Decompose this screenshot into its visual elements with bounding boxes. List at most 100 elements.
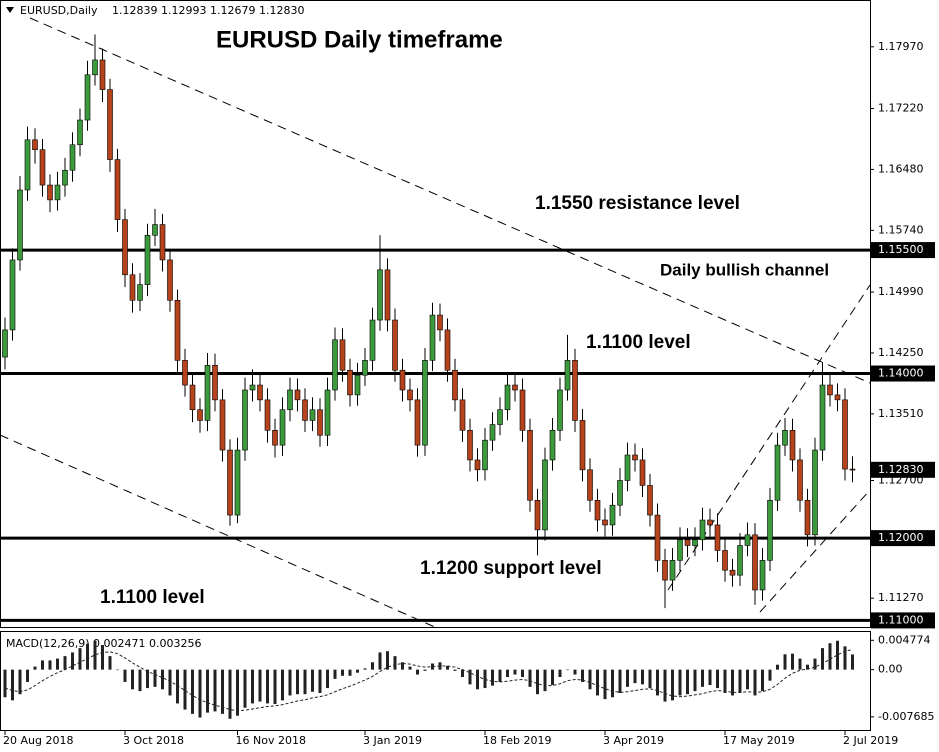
candle-body <box>827 384 833 396</box>
macd-bar <box>378 652 382 670</box>
macd-bar <box>588 669 592 690</box>
candle-body <box>834 394 841 401</box>
candle-body <box>369 319 376 361</box>
macd-label: MACD(12,26,9) 0.002471 0.003256 <box>6 637 202 650</box>
macd-bar <box>768 669 772 681</box>
macd-bar <box>648 669 652 689</box>
macd-bar <box>26 669 29 682</box>
macd-bar <box>236 669 239 716</box>
candle-body <box>759 560 766 591</box>
candle-body <box>527 430 533 501</box>
candle-body <box>474 459 481 471</box>
macd-bar <box>386 651 389 670</box>
macd-bar <box>828 643 832 670</box>
candle-body <box>669 560 676 581</box>
macd-bar <box>836 640 839 670</box>
candle-body <box>564 360 571 391</box>
macd-bar <box>521 669 524 678</box>
macd-bar <box>738 669 742 693</box>
candle-body <box>542 459 548 531</box>
candle-body <box>812 449 818 536</box>
candle-body <box>219 399 226 451</box>
candle-body <box>752 534 758 591</box>
candle-body <box>302 399 308 421</box>
macd-bar <box>746 669 749 690</box>
macd-bar <box>693 669 697 692</box>
candle-body <box>744 534 751 546</box>
candle-body <box>54 184 61 201</box>
candle-body <box>684 539 691 546</box>
macd-bar <box>153 669 157 687</box>
macd-bar <box>716 669 719 689</box>
macd-bar <box>618 669 622 693</box>
macd-bar <box>281 669 284 701</box>
macd-bar <box>596 669 599 696</box>
candle-body <box>459 399 466 431</box>
candle-body <box>452 369 458 401</box>
macd-bar <box>11 669 14 701</box>
macd-bar <box>341 669 344 676</box>
candle-body <box>152 224 158 236</box>
macd-bar <box>453 669 457 671</box>
y-tick-label: 1.16480 <box>878 162 924 175</box>
candle-body <box>774 444 781 501</box>
candle-body <box>549 430 556 461</box>
macd-bar <box>798 658 802 670</box>
macd-bar <box>491 669 494 686</box>
macd-bar <box>791 653 794 670</box>
candle-body <box>422 360 428 446</box>
macd-bar <box>3 669 7 698</box>
macd-bar <box>356 669 359 673</box>
candle-body <box>489 424 496 441</box>
macd-bar <box>101 645 104 670</box>
macd-bar <box>266 669 269 704</box>
channel-line <box>759 489 871 613</box>
macd-bar <box>543 669 547 692</box>
candle-body <box>557 389 563 431</box>
candle-body <box>92 59 98 76</box>
candle-body <box>497 409 503 425</box>
candle-body <box>227 449 233 516</box>
candle-body <box>692 539 698 546</box>
y-tick-label: 1.17970 <box>878 40 924 53</box>
price-label: 1.11000 <box>878 613 924 626</box>
annotation: Daily bullish channel <box>660 260 829 279</box>
macd-bar <box>71 652 74 670</box>
macd-bar <box>258 669 262 702</box>
macd-bar <box>506 669 509 678</box>
x-tick-label: 3 Apr 2019 <box>603 734 664 747</box>
candle-body <box>722 550 728 571</box>
candle-body <box>782 430 788 446</box>
y-tick-label: 1.14990 <box>878 285 924 298</box>
candle-body <box>714 524 721 551</box>
macd-bar <box>303 669 307 695</box>
macd-bar <box>753 669 757 696</box>
candle-body <box>197 409 203 421</box>
candle-body <box>602 519 608 526</box>
candle-body <box>437 314 443 331</box>
symbol-label: EURUSD,Daily <box>20 4 98 17</box>
candle-body <box>707 519 713 526</box>
macd-bar <box>273 669 277 705</box>
price-label: 1.14000 <box>878 367 924 380</box>
macd-bar <box>551 669 554 685</box>
candle-body <box>677 539 683 561</box>
macd-bar <box>408 666 412 670</box>
x-tick-label: 3 Oct 2018 <box>123 734 184 747</box>
candle-body <box>347 369 353 396</box>
candle-body <box>444 329 451 371</box>
candle-body <box>647 485 653 516</box>
macd-panel-frame <box>0 631 871 731</box>
y-tick-label: 1.15740 <box>878 223 924 236</box>
candle-body <box>189 384 196 411</box>
macd-bar <box>498 669 502 682</box>
macd-bar <box>611 669 614 698</box>
candle-body <box>362 360 368 376</box>
candle-body <box>272 430 278 446</box>
signal-line <box>4 649 853 712</box>
candle-body <box>512 384 518 391</box>
candle-body <box>797 459 803 501</box>
candle-body <box>204 364 211 421</box>
